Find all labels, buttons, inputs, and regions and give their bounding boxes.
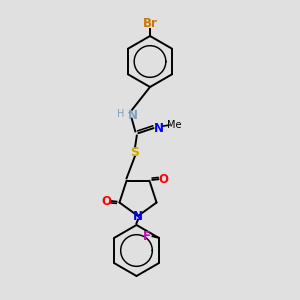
Text: O: O [158, 173, 168, 186]
Text: H: H [117, 109, 124, 119]
Text: Me: Me [167, 119, 181, 130]
Text: N: N [128, 109, 137, 122]
Text: F: F [143, 230, 151, 243]
Text: S: S [130, 146, 140, 159]
Text: N: N [153, 122, 164, 135]
Text: N: N [133, 209, 143, 223]
Text: O: O [101, 194, 111, 208]
Text: Br: Br [142, 17, 158, 30]
